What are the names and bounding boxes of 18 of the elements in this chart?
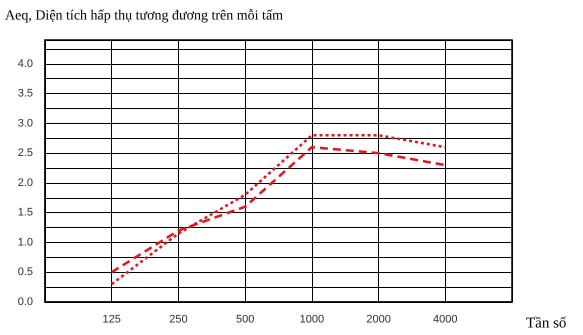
y-tick-label: 2.5: [18, 147, 33, 160]
y-tick-label: 3.0: [18, 117, 33, 130]
x-tick-label: 4000: [433, 314, 458, 326]
x-tick-label: 250: [169, 314, 188, 326]
x-tick-label: 2000: [366, 314, 391, 326]
x-tick-label: 125: [102, 314, 121, 326]
y-tick-label: 0.5: [18, 266, 33, 278]
y-tick-label: 0.0: [18, 296, 33, 308]
y-axis-title: Aeq, Diện tích hấp thụ tương đương trên mỗi tấm: [5, 8, 284, 24]
y-tick-label: 1.0: [18, 236, 33, 248]
line-series: [110, 134, 447, 286]
y-tick-label: 2.0: [18, 176, 33, 189]
y-tick-label: 3.5: [18, 88, 33, 100]
x-tick-label: 500: [236, 314, 254, 326]
x-axis-title: Tần số: [526, 316, 567, 332]
x-tick-label: 1000: [300, 314, 324, 326]
y-tick-label: 1.5: [18, 206, 33, 219]
y-tick-label: 4.0: [18, 58, 33, 70]
